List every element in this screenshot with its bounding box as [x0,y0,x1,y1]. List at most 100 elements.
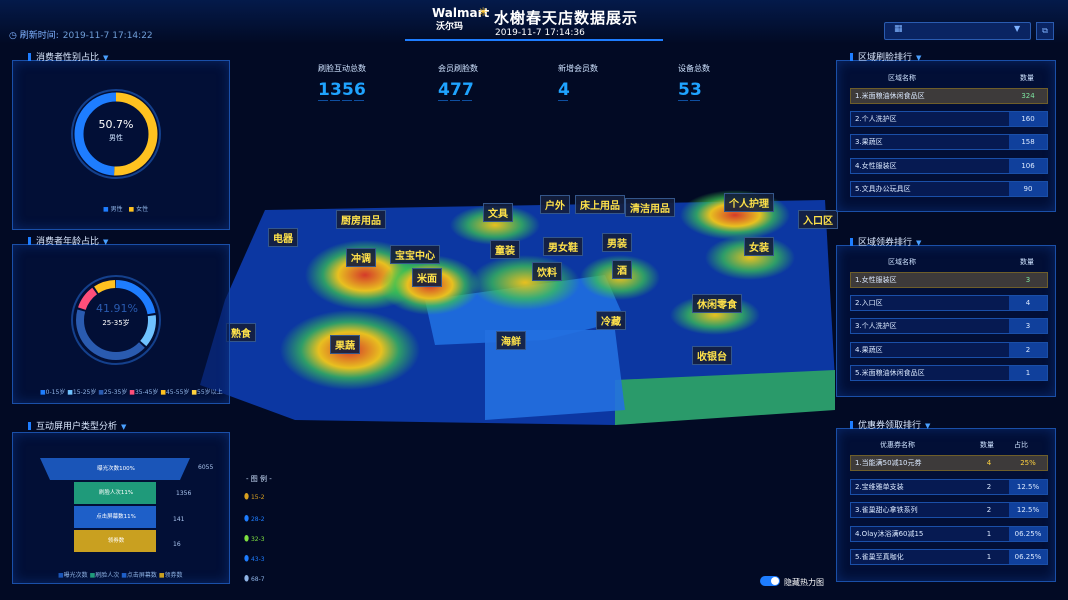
legend-title-text: 图 例 [250,475,267,483]
chevron-down-icon[interactable]: ▼ [1014,24,1021,33]
map-label[interactable]: 童装 [490,240,520,259]
table-row[interactable]: 5.雀巢至真咖化 1 06.25% [850,549,1048,565]
table-row[interactable]: 5.米面粮油休闲食品区 1 [850,365,1048,381]
legend-label: 刷脸人次 [95,572,120,579]
panel-title-text: 互动屏用户类型分析 [36,422,118,432]
map-label[interactable]: 酒 [612,260,632,279]
row-value: 90 [1009,182,1047,196]
legend-value: 28-2 [250,516,265,523]
row-name: 2.入口区 [855,299,883,307]
header-datetime: 2019-11-7 17:14:36 [495,28,585,38]
pin-icon: ⬮ [244,574,250,583]
map-legend-item: ⬮ 32-3 [244,534,265,544]
map-label[interactable]: 米面 [412,268,442,287]
legend-swatch: ■ [191,389,198,396]
map-label[interactable]: 个人护理 [724,193,774,212]
map-label[interactable]: 冲调 [346,248,376,267]
row-value: 158 [1009,135,1047,149]
table-row[interactable]: 4.女性服装区 106 [850,158,1048,174]
map-label[interactable]: 户外 [540,195,570,214]
gender-donut [71,89,161,179]
map-label[interactable]: 男装 [602,233,632,252]
legend-swatch: ■ [103,206,109,213]
map-label[interactable]: 宝宝中心 [390,245,440,264]
map-label[interactable]: 海鲜 [496,331,526,350]
table-row[interactable]: 5.文具办公玩具区 90 [850,181,1048,197]
panel-title-text: 优惠券领取排行 [858,421,922,431]
row-value: 3 [1009,319,1047,333]
row-value: 324 [1009,89,1047,103]
row-pct: 06.25% [1009,527,1047,541]
map-label[interactable]: 清洁用品 [625,198,675,217]
stat-digit: 3 [690,80,702,101]
map-label[interactable]: 女装 [744,237,774,256]
row-pct: 12.5% [1009,503,1047,517]
row-value: 3 [1009,273,1047,287]
age-percent: 41.91% [96,302,138,315]
funnel-level-label: 刷脸人次11% [98,490,134,496]
gender-label: 男性 [109,134,123,142]
map-label[interactable]: 饮料 [532,262,562,281]
map-label[interactable]: 文具 [483,203,513,222]
title-frame [405,3,663,41]
funnel-value: 141 [173,516,185,523]
legend-label: 女性 [136,206,149,213]
table-row[interactable]: 4.果蔬区 2 [850,342,1048,358]
map-label[interactable]: 熟食 [226,323,256,342]
table-row[interactable]: 1.当能满50减10元券 4 25% [850,455,1048,471]
donut-female-arc [74,92,158,176]
table-row[interactable]: 2.个人洗护区 160 [850,111,1048,127]
map-label[interactable]: 男女鞋 [543,237,583,256]
table-row[interactable]: 1.米面粮油休闲食品区 324 [850,88,1048,104]
heatmap-toggle-label: 隐藏热力图 [784,578,824,587]
col-header-name: 优惠券名称 [880,441,915,449]
refresh-label: 刷新时间: [19,31,59,41]
row-value: 160 [1009,112,1047,126]
age-panel-title: 消费者年龄占比 ▼ [28,234,108,247]
funnel-level [74,482,156,504]
table-row[interactable]: 2.入口区 4 [850,295,1048,311]
table-row[interactable]: 2.宝维雅单支装 2 12.5% [850,479,1048,495]
fullscreen-button[interactable]: ⧉ [1036,22,1054,40]
legend-label: 35-45岁 [134,389,159,396]
row-count: 1 [986,530,992,538]
row-pct: 06.25% [1009,550,1047,564]
map-label[interactable]: 入口区 [798,210,838,229]
stat-digits: 477 [438,80,478,101]
date-picker[interactable] [884,22,1031,40]
stat-label: 刷脸互动总数 [318,64,366,73]
row-name: 2.个人洗护区 [855,115,897,123]
page-title: 水榭春天店数据展示 [494,9,639,27]
table-row[interactable]: 3.雀巢甜心拿铁系列 2 12.5% [850,502,1048,518]
map-label[interactable]: 收银台 [692,346,732,365]
map-label[interactable]: 冷藏 [596,311,626,330]
row-name: 5.文具办公玩具区 [855,185,911,193]
stat-member-face: 会员刷脸数 477 [438,63,478,101]
map-legend-item: ⬮ 28-2 [244,514,265,524]
map-label[interactable]: 果蔬 [330,335,360,354]
calendar-icon[interactable]: ▦ [894,24,903,34]
table-row[interactable]: 1.女性服装区 3 [850,272,1048,288]
chevron-icon: ▼ [925,422,931,430]
row-name: 5.米面粮油休闲食品区 [855,369,925,377]
legend-swatch: ■ [58,572,64,579]
stat-digit: 5 [678,80,690,101]
pin-icon: ⬮ [244,554,250,563]
table-row[interactable]: 3.个人洗护区 3 [850,318,1048,334]
stat-digit: 4 [558,80,570,101]
row-name: 1.米面粮油休闲食品区 [855,92,925,100]
legend-label: 55岁以上 [197,389,223,396]
heatmap-toggle[interactable] [760,576,780,586]
table-row[interactable]: 3.果蔬区 158 [850,134,1048,150]
table-row[interactable]: 4.Olay沐浴满60减15 1 06.25% [850,526,1048,542]
refresh-time: ◷ 刷新时间: 2019-11-7 17:14:22 [9,28,153,41]
map-label[interactable]: 床上用品 [575,195,625,214]
stat-digit: 5 [342,80,354,101]
map-label[interactable]: 电器 [268,228,298,247]
col-header-name: 区域名称 [888,258,916,266]
stat-digit: 1 [318,80,330,101]
row-name: 1.当能满50减10元券 [855,459,922,467]
map-label[interactable]: 厨房用品 [336,210,386,229]
region-coupon-title: 区域领券排行 ▼ [850,235,921,248]
map-label[interactable]: 休闲零食 [692,294,742,313]
